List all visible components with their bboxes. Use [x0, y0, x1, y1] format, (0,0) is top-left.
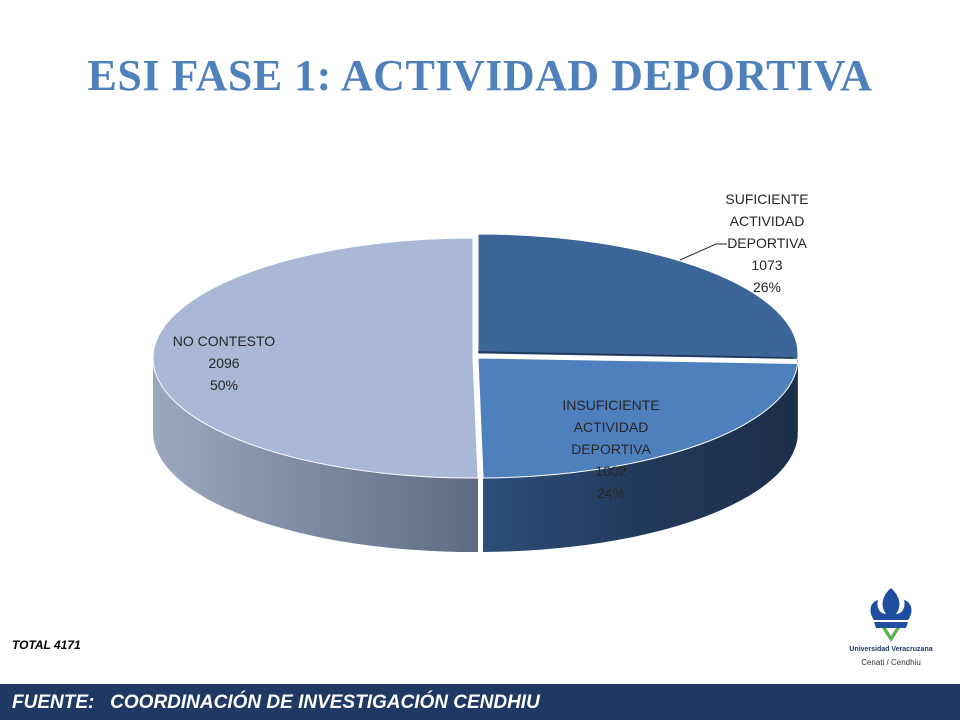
label-leader-line [679, 243, 727, 261]
footer-source: FUENTE: COORDINACIÓN DE INVESTIGACIÓN CE… [12, 692, 540, 714]
slice-divider [477, 351, 794, 359]
pie-slice-side [483, 363, 798, 552]
footer-bar: FUENTE: COORDINACIÓN DE INVESTIGACIÓN CE… [0, 684, 960, 720]
fleur-de-lis-icon [870, 588, 912, 642]
slice-label: SUFICIENTE ACTIVIDAD DEPORTIVA 1073 26% [725, 191, 808, 295]
university-logo: Universidad Veracruzana Cenati / Cendhiu [822, 582, 960, 684]
slice-label: NO CONTESTO 2096 50% [173, 333, 276, 393]
footer-source-text: COORDINACIÓN DE INVESTIGACIÓN CENDHIU [110, 692, 540, 713]
chart-title: ESI FASE 1: ACTIVIDAD DEPORTIVA [87, 51, 873, 100]
pie-slice [477, 233, 799, 360]
logo-department: Cenati / Cendhiu [861, 658, 921, 667]
total-label: TOTAL 4171 [12, 638, 81, 652]
pie-slice-side [153, 358, 479, 552]
footer-label: FUENTE: [12, 692, 95, 713]
pie-slice [152, 237, 479, 479]
logo-institution: Universidad Veracruzana [849, 646, 933, 653]
slice-label: INSUFICIENTE ACTIVIDAD DEPORTIVA 1002 24% [562, 397, 659, 501]
pie-slice [477, 357, 799, 479]
pie-chart: SUFICIENTE ACTIVIDAD DEPORTIVA 1073 26% INSUF… [152, 191, 809, 552]
